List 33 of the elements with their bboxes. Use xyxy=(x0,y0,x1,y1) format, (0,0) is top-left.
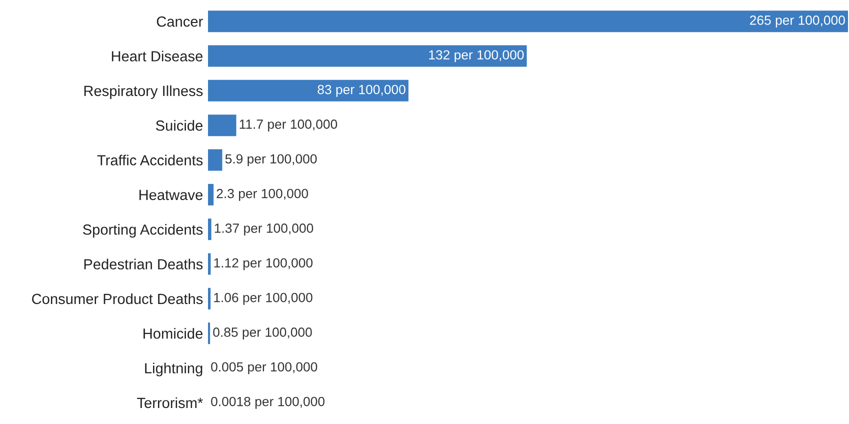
data-label: 132 per 100,000 xyxy=(429,50,524,62)
y-tick-label: Consumer Product Deaths xyxy=(32,293,203,304)
data-label: 0.85 per 100,000 xyxy=(213,328,312,340)
data-label: 5.9 per 100,000 xyxy=(225,154,317,166)
bar xyxy=(208,184,214,206)
y-tick-label: Homicide xyxy=(144,328,202,339)
y-tick-label: Suicide xyxy=(156,120,202,131)
y-tick-label: Heatwave xyxy=(139,190,202,200)
bar xyxy=(208,45,527,67)
data-label: 0.005 per 100,000 xyxy=(211,362,318,374)
y-tick-label: Terrorism* xyxy=(137,397,203,408)
bar xyxy=(208,218,212,240)
data-label: 2.3 per 100,000 xyxy=(216,188,308,201)
data-label: 1.12 per 100,000 xyxy=(214,258,313,270)
bar xyxy=(208,288,211,310)
bar xyxy=(208,149,222,171)
data-label: 11.7 per 100,000 xyxy=(240,120,338,132)
data-label: 1.06 per 100,000 xyxy=(214,292,312,305)
y-tick-label: Respiratory Illness xyxy=(84,85,203,99)
y-tick-label: Heart Disease xyxy=(112,50,202,62)
data-label: 1.37 per 100,000 xyxy=(214,224,314,236)
y-tick-label: Cancer xyxy=(156,16,203,27)
y-tick-label: Pedestrian Deaths xyxy=(84,258,203,270)
bar xyxy=(208,10,848,32)
y-tick-label: Lightning xyxy=(145,362,202,376)
y-tick-label: Sporting Accidents xyxy=(83,224,203,238)
bar xyxy=(208,80,408,102)
bar xyxy=(208,114,236,136)
bar xyxy=(208,253,211,275)
data-label: 265 per 100,000 xyxy=(750,16,845,28)
data-label: 83 per 100,000 xyxy=(318,84,406,97)
data-label: 0.0018 per 100,000 xyxy=(211,396,324,409)
y-tick-label: Traffic Accidents xyxy=(97,154,203,166)
